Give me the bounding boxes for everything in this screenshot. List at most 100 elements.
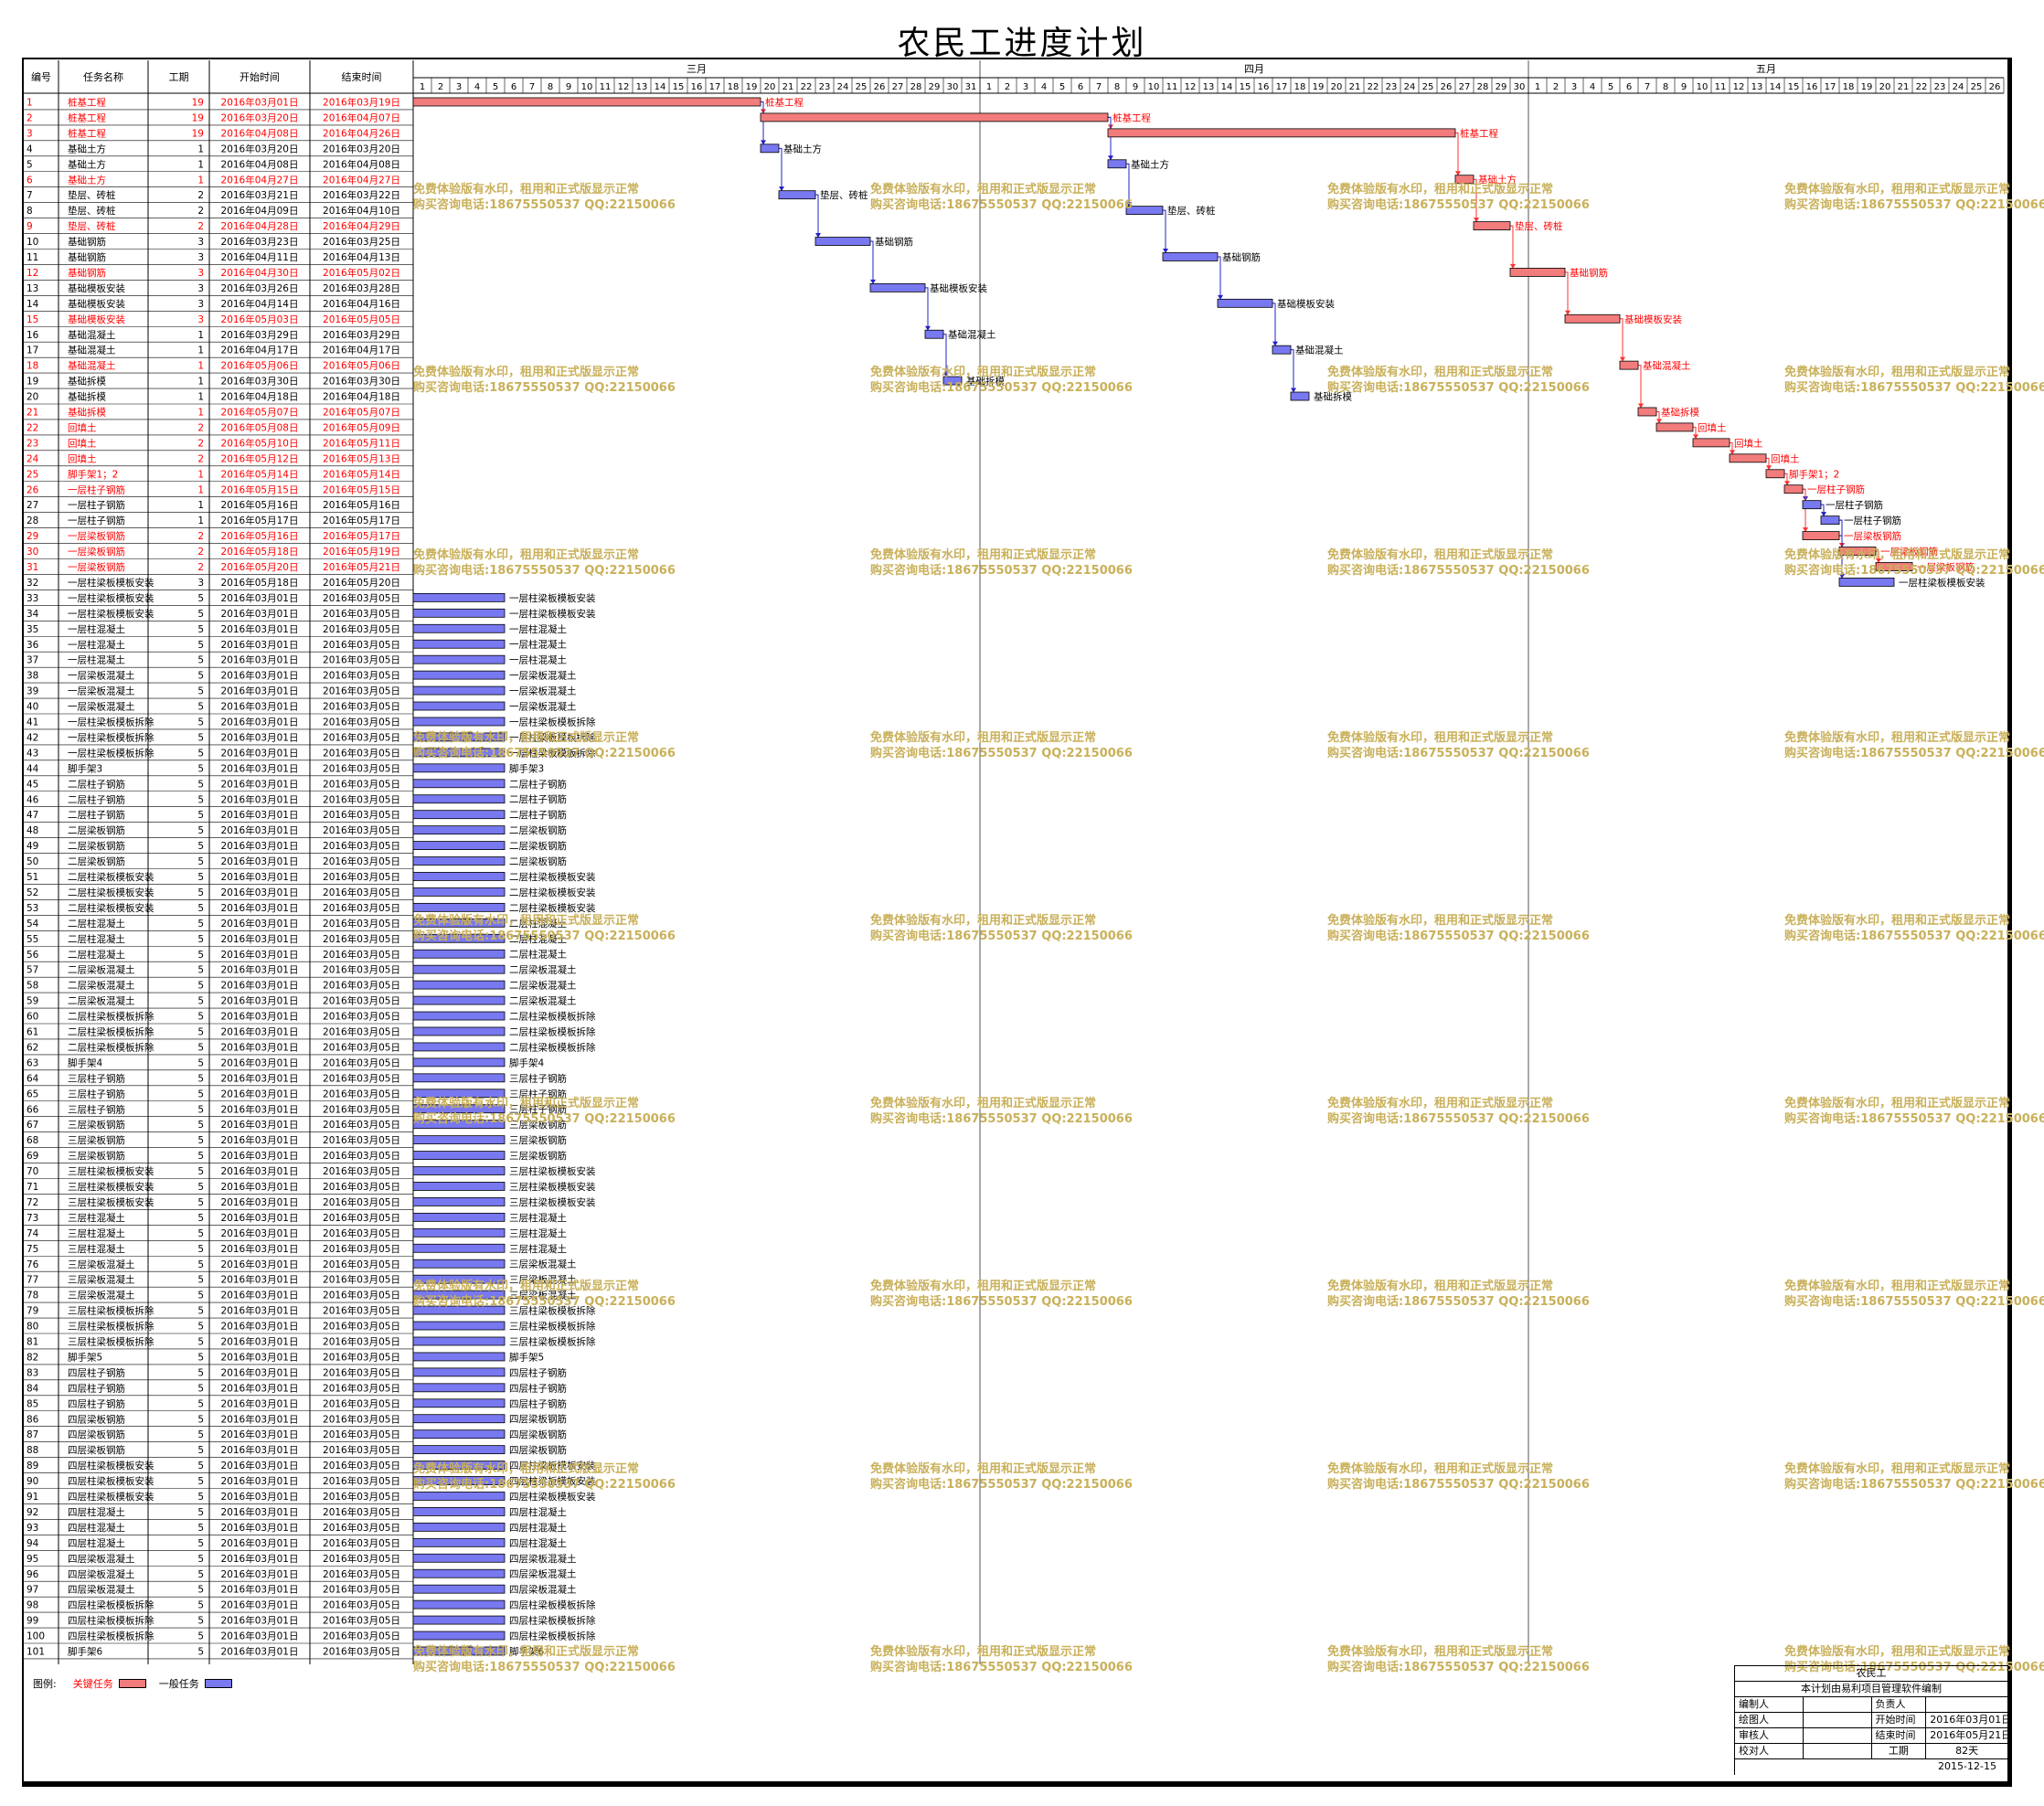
task-end: 2016年04月10日 <box>323 205 400 217</box>
task-start: 2016年05月12日 <box>221 452 299 464</box>
task-bar <box>412 1599 506 1609</box>
task-name: 三层柱混凝土 <box>68 1227 125 1239</box>
task-end: 2016年03月05日 <box>323 762 400 774</box>
task-bar <box>412 1166 506 1175</box>
task-id: 76 <box>27 1259 39 1270</box>
task-id: 98 <box>27 1600 38 1611</box>
task-bar <box>412 1212 506 1222</box>
task-start: 2016年03月01日 <box>221 1336 299 1348</box>
task-name: 三层柱梁板模板拆除 <box>68 1305 154 1317</box>
day-label: 16 <box>691 82 703 92</box>
dependency-arrow <box>1803 527 1808 533</box>
day-label: 16 <box>1258 82 1270 92</box>
task-name: 三层梁板钢筋 <box>68 1134 125 1146</box>
task-bar <box>942 376 963 386</box>
day-label: 4 <box>1041 82 1047 92</box>
tb-value <box>1804 1744 1872 1758</box>
task-start: 2016年03月01日 <box>221 1382 299 1394</box>
table-header-cell: 结束时间 <box>342 71 382 83</box>
task-duration: 1 <box>197 392 204 403</box>
bar-label: 一层柱混凝土 <box>509 639 567 651</box>
day-label: 26 <box>1989 82 2001 92</box>
watermark-line2: 购买咨询电话:18675550537 QQ:22150066 <box>413 380 676 395</box>
task-name: 四层柱梁板模板拆除 <box>68 1631 154 1642</box>
dependency-line <box>1163 209 1166 252</box>
dependency-arrow <box>779 186 784 192</box>
task-name: 三层柱梁板模板安装 <box>68 1196 154 1208</box>
task-bar <box>412 1445 506 1455</box>
task-id: 7 <box>27 190 33 201</box>
task-name: 三层梁板混凝土 <box>68 1290 135 1301</box>
frame-shadow-bottom <box>22 1782 2012 1787</box>
task-name: 基础模板安装 <box>68 298 125 310</box>
watermark-line1: 免费体验版有水印，租用和正式版显示正常 <box>413 1644 639 1659</box>
task-bar <box>869 282 926 292</box>
task-bar <box>412 1352 506 1362</box>
task-name: 四层柱子钢筋 <box>68 1382 125 1394</box>
task-bar <box>412 1383 506 1393</box>
task-id: 16 <box>27 330 39 341</box>
task-name: 三层柱混凝土 <box>68 1243 125 1255</box>
task-bar <box>412 1414 506 1424</box>
bar-label: 三层柱混凝土 <box>509 1243 567 1255</box>
day-label: 24 <box>1953 82 1964 92</box>
watermark-line1: 免费体验版有水印，租用和正式版显示正常 <box>870 365 1096 379</box>
task-name: 基础拆模 <box>68 407 106 419</box>
task-name: 一层柱子钢筋 <box>68 499 125 511</box>
day-label: 27 <box>892 82 904 92</box>
task-name: 一层梁板钢筋 <box>68 546 125 558</box>
task-end: 2016年03月05日 <box>323 871 400 883</box>
task-duration: 5 <box>197 1507 204 1518</box>
bar-label: 基础拆模 <box>1314 391 1352 403</box>
task-start: 2016年03月01日 <box>221 1491 299 1503</box>
task-bar <box>412 1182 506 1191</box>
task-name: 回填土 <box>68 437 97 449</box>
task-name: 二层柱混凝土 <box>68 949 125 961</box>
task-id: 14 <box>27 299 39 310</box>
day-label: 30 <box>947 82 959 92</box>
tb-key: 审核人 <box>1735 1728 1804 1743</box>
task-id: 78 <box>27 1291 38 1301</box>
task-id: 72 <box>27 1197 38 1208</box>
task-duration: 5 <box>197 1213 204 1224</box>
task-bar <box>412 1259 506 1269</box>
bar-label: 二层柱混凝土 <box>509 949 567 961</box>
watermark-line2: 购买咨询电话:18675550537 QQ:22150066 <box>1327 197 1590 212</box>
task-bar <box>412 1646 506 1656</box>
watermark-line2: 购买咨询电话:18675550537 QQ:22150066 <box>413 746 676 760</box>
task-name: 三层柱梁板模板安装 <box>68 1181 154 1193</box>
dependency-line <box>1126 163 1130 207</box>
day-label: 14 <box>1770 82 1782 92</box>
task-duration: 5 <box>197 919 204 930</box>
dependency-arrow <box>1126 202 1132 207</box>
task-start: 2016年03月01日 <box>221 1011 299 1023</box>
bar-label: 基础钢筋 <box>1222 251 1261 263</box>
task-end: 2016年04月18日 <box>323 391 400 403</box>
task-name: 一层柱混凝土 <box>68 623 125 635</box>
task-bar <box>412 841 506 850</box>
task-id: 31 <box>27 562 38 573</box>
task-name: 三层柱梁板模板拆除 <box>68 1336 154 1348</box>
task-duration: 5 <box>197 1461 204 1471</box>
bar-label: 桩基工程 <box>765 96 804 108</box>
task-start: 2016年03月20日 <box>221 143 299 154</box>
task-start: 2016年03月01日 <box>221 1243 299 1255</box>
watermark-line1: 免费体验版有水印，租用和正式版显示正常 <box>870 1461 1096 1476</box>
task-name: 一层柱梁板模板拆除 <box>68 717 154 728</box>
task-bar <box>412 794 506 804</box>
task-duration: 2 <box>197 438 204 449</box>
bar-label: 三层柱梁板模板拆除 <box>509 1305 596 1317</box>
task-name: 一层柱梁板模板安装 <box>68 577 154 589</box>
tb-value: 2016年05月21日 <box>1926 1728 2008 1743</box>
task-start: 2016年03月01日 <box>221 1088 299 1100</box>
bar-label: 一层柱梁板模板拆除 <box>509 747 596 759</box>
task-bar <box>924 329 944 339</box>
watermark-line1: 免费体验版有水印，租用和正式版显示正常 <box>870 1644 1096 1659</box>
tb-value: 2016年03月01日 <box>1926 1713 2008 1727</box>
task-duration: 5 <box>197 1352 204 1363</box>
dependency-arrow <box>1784 481 1790 486</box>
task-end: 2016年03月05日 <box>323 1026 400 1038</box>
title-block: 农民工 本计划由易利项目管理软件编制 编制人 负责人 绘图人 开始时间 2016… <box>1734 1665 2008 1775</box>
day-label: 17 <box>709 82 721 92</box>
day-label: 8 <box>1663 82 1668 92</box>
